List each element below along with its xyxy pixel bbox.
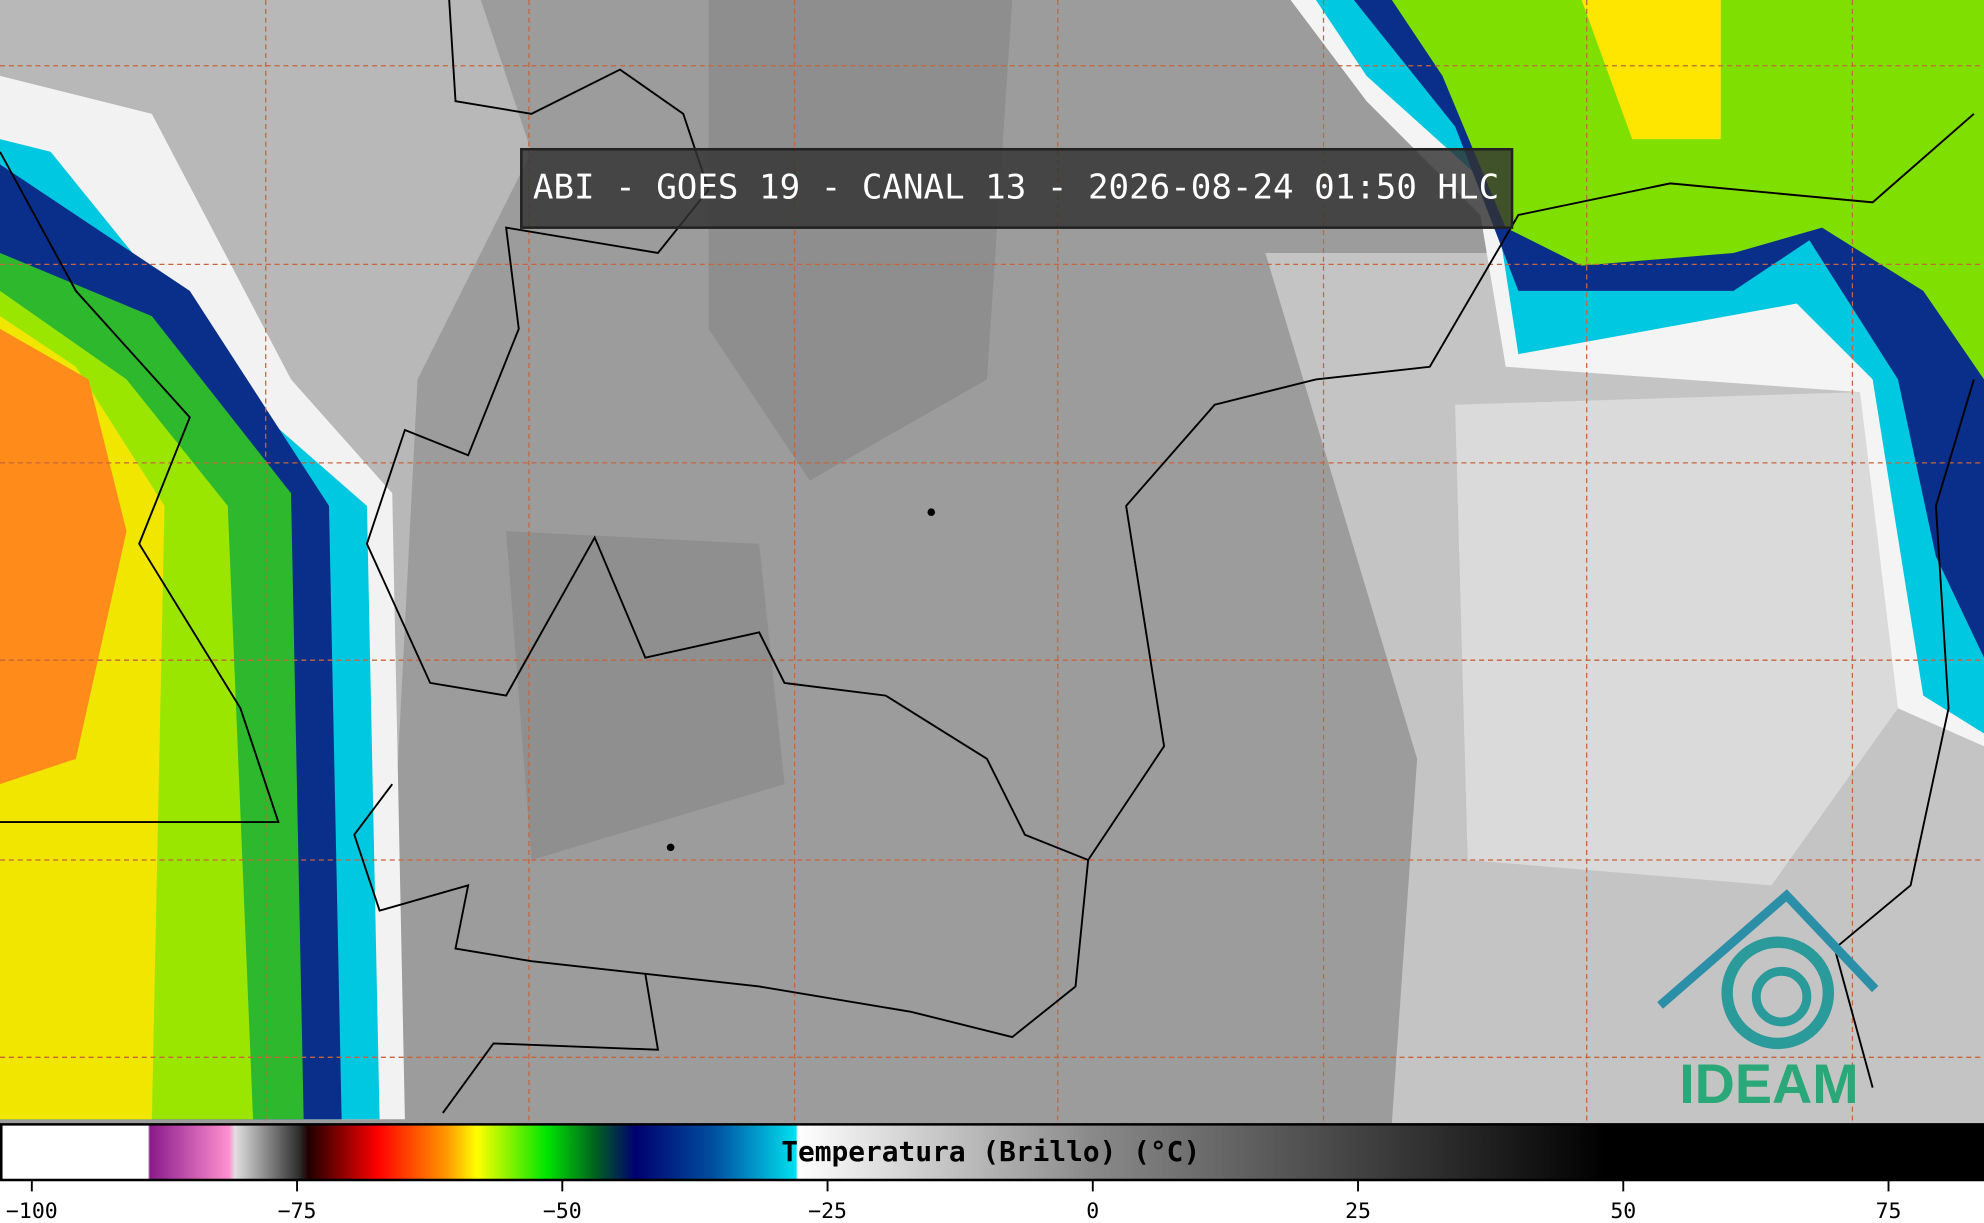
logo-text: IDEAM (1679, 1053, 1858, 1115)
colorbar-tick-label: −25 (808, 1199, 847, 1223)
colorbar-tick-label: −100 (6, 1199, 58, 1223)
colorbar: Temperatura (Brillo) (°C) −100 −75 −50 −25 0… (0, 1123, 1984, 1223)
colorbar-tick-label: −50 (543, 1199, 582, 1223)
colorbar-tick-label: −75 (278, 1199, 317, 1223)
grid (0, 0, 1984, 1124)
colorbar-tick-label: 50 (1610, 1199, 1636, 1223)
colorbar-label: Temperatura (Brillo) (°C) (781, 1135, 1200, 1168)
colorbar-tick-label: 0 (1086, 1199, 1099, 1223)
colorbar-tick-label: 25 (1345, 1199, 1371, 1223)
colorbar-tick-label: 75 (1876, 1199, 1902, 1223)
map-title: ABI - GOES 19 - CANAL 13 - 2026-08-24 01… (533, 168, 1499, 208)
title-box: ABI - GOES 19 - CANAL 13 - 2026-08-24 01… (520, 147, 1514, 229)
logo: IDEAM (1657, 889, 1879, 1115)
